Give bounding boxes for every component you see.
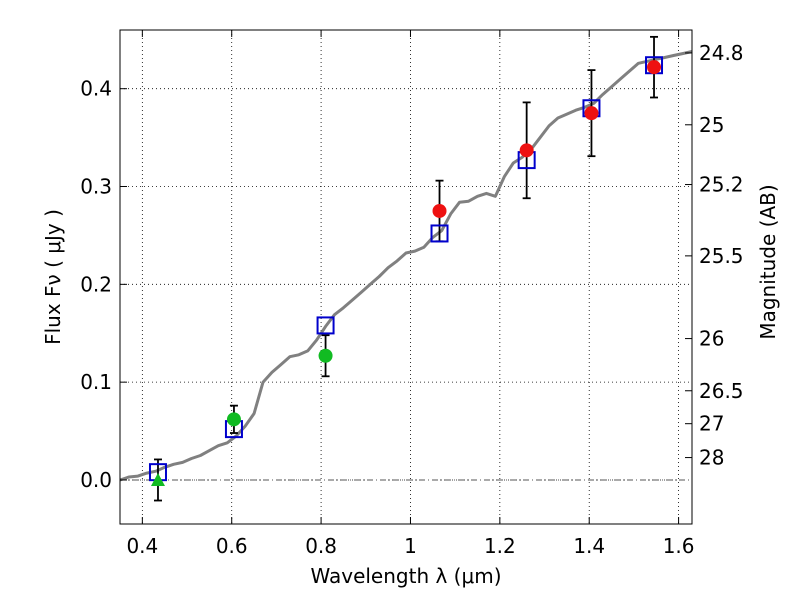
- x-tick-label: 1.2: [484, 534, 516, 558]
- x-tick-label: 0.8: [305, 534, 337, 558]
- axis-ticks: 0.4 0.6 0.8 1 1.2 1.4 1.6 0.0 0.1 0.2 0.3 0.4 24.8 25…: [80, 30, 744, 558]
- x-tick-label: 1: [404, 534, 417, 558]
- magnitude-tick-label: 25.5: [699, 244, 744, 268]
- model-spectrum-line: [119, 50, 693, 482]
- x-axis-label: Wavelength λ (μm): [310, 564, 501, 588]
- x-tick-label: 0.6: [216, 534, 248, 558]
- observed-red-point: [647, 60, 662, 75]
- model-photometry-square: [430, 224, 449, 243]
- x-tick-label: 1.6: [663, 534, 695, 558]
- y-axis-label: Flux Fν ( μJy ): [41, 209, 65, 345]
- model-photometry-square: [316, 316, 335, 335]
- magnitude-tick-label: 27: [699, 412, 724, 436]
- observed-green-point: [226, 412, 241, 427]
- observed-red-point: [584, 106, 599, 121]
- observed-red-point: [519, 143, 534, 158]
- data-markers: [148, 35, 664, 502]
- plot-frame: [119, 29, 693, 525]
- upper-limit-triangle: [150, 472, 165, 486]
- magnitude-tick-label: 25.2: [699, 173, 744, 197]
- y-tick-label: 0.2: [80, 272, 112, 296]
- y-tick-label: 0.4: [80, 77, 112, 101]
- observed-red-point: [432, 203, 447, 218]
- y-tick-label: 0.1: [80, 370, 112, 394]
- observed-green-point: [318, 348, 333, 363]
- magnitude-tick-label: 26.5: [699, 379, 744, 403]
- magnitude-tick-label: 25: [699, 113, 724, 137]
- y2-axis-label: Magnitude (AB): [756, 184, 780, 339]
- y-tick-label: 0.0: [80, 468, 112, 492]
- x-tick-label: 0.4: [126, 534, 158, 558]
- magnitude-tick-label: 26: [699, 327, 724, 351]
- grid: [120, 30, 692, 524]
- magnitude-tick-label: 28: [699, 446, 724, 470]
- magnitude-tick-label: 24.8: [699, 41, 744, 65]
- x-tick-label: 1.4: [573, 534, 605, 558]
- y-tick-label: 0.3: [80, 175, 112, 199]
